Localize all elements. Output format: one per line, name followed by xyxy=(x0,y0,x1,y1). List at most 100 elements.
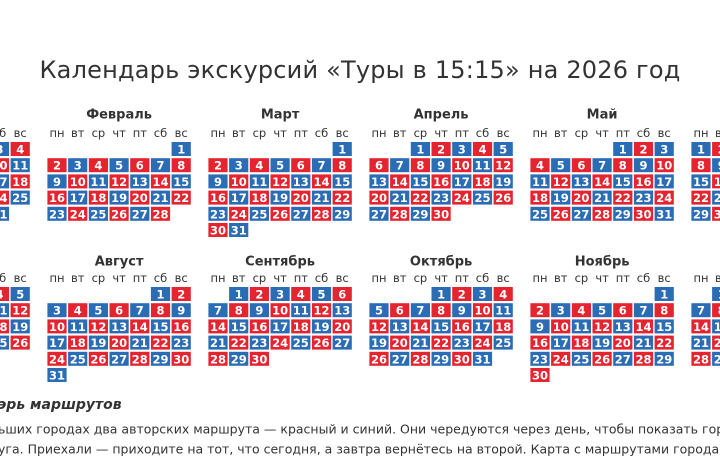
day-number: 30 xyxy=(635,207,651,221)
day-number: 26 xyxy=(111,207,127,221)
weekday-label: вт xyxy=(71,271,85,285)
day-number: 20 xyxy=(392,336,408,350)
day-number: 13 xyxy=(573,175,589,189)
day-cell xyxy=(712,351,720,366)
weekday-label: чт xyxy=(273,126,287,140)
day-cell xyxy=(571,351,591,366)
day-number: 28 xyxy=(392,207,408,221)
day-number: 28 xyxy=(313,207,329,221)
day-cell xyxy=(130,319,150,334)
day-cell xyxy=(390,319,410,334)
day-cell xyxy=(150,303,171,318)
day-cell xyxy=(311,335,332,350)
day-number: 12 xyxy=(371,320,387,334)
day-number: 22 xyxy=(152,336,168,350)
day-number: 19 xyxy=(90,336,106,350)
day-number: 27 xyxy=(293,207,309,221)
day-cell xyxy=(410,158,430,173)
day-cell xyxy=(691,351,711,366)
day-number: 1 xyxy=(177,143,185,157)
day-cell xyxy=(654,206,674,221)
day-cell xyxy=(712,142,720,156)
day-number: 29 xyxy=(714,352,720,366)
day-number: 16 xyxy=(454,320,470,334)
day-number: 28 xyxy=(594,207,610,221)
day-cell xyxy=(171,335,191,350)
day-number: 9 xyxy=(458,304,466,318)
day-number: 25 xyxy=(90,207,106,221)
day-cell xyxy=(493,335,513,350)
day-cell xyxy=(109,158,129,173)
day-number: 17 xyxy=(656,175,672,189)
day-number: 26 xyxy=(495,191,511,205)
day-number: 25 xyxy=(573,352,589,366)
day-cell xyxy=(613,335,633,350)
weekday-label: сб xyxy=(154,271,167,285)
day-number: 29 xyxy=(433,352,449,366)
day-cell xyxy=(229,319,249,334)
day-cell xyxy=(171,287,191,301)
day-cell xyxy=(0,335,10,350)
day-cell xyxy=(0,158,10,173)
day-cell xyxy=(171,174,191,189)
day-number: 24 xyxy=(656,191,672,205)
day-cell xyxy=(712,158,720,173)
day-cell xyxy=(130,158,150,173)
day-number: 9 xyxy=(718,159,720,173)
day-cell xyxy=(311,158,332,173)
weekday-label: вс xyxy=(336,126,349,140)
day-number: 25 xyxy=(495,336,511,350)
day-number: 26 xyxy=(12,336,28,350)
day-number: 17 xyxy=(0,175,8,189)
day-cell xyxy=(691,335,711,350)
day-cell xyxy=(291,335,311,350)
day-number: 11 xyxy=(0,304,8,318)
day-number: 5 xyxy=(115,159,123,173)
day-number: 20 xyxy=(293,191,309,205)
day-cell xyxy=(712,319,720,334)
day-number: 3 xyxy=(235,159,243,173)
day-cell xyxy=(452,351,472,366)
day-cell xyxy=(171,158,191,173)
day-cell xyxy=(208,223,228,237)
weekday-label: вт xyxy=(232,271,246,285)
day-number: 18 xyxy=(12,175,28,189)
day-cell xyxy=(229,158,249,173)
day-cell xyxy=(150,319,171,334)
day-cell xyxy=(571,319,591,334)
day-number: 14 xyxy=(392,175,408,189)
day-cell xyxy=(109,335,129,350)
day-cell xyxy=(10,158,30,173)
day-cell xyxy=(68,158,88,173)
day-number: 18 xyxy=(495,320,511,334)
day-number: 6 xyxy=(396,304,404,318)
weekday-label: пн xyxy=(210,126,225,140)
day-number: 8 xyxy=(416,159,424,173)
day-number: 22 xyxy=(693,191,709,205)
day-cell xyxy=(712,287,720,301)
day-cell xyxy=(109,319,129,334)
day-cell xyxy=(390,351,410,366)
day-number: 7 xyxy=(136,304,144,318)
day-number: 31 xyxy=(656,207,672,221)
day-number: 5 xyxy=(499,143,507,157)
day-number: 27 xyxy=(615,352,631,366)
day-cell xyxy=(47,368,67,382)
day-cell xyxy=(270,206,290,221)
day-number: 7 xyxy=(639,304,647,318)
day-number: 26 xyxy=(272,207,288,221)
day-cell xyxy=(47,351,67,366)
day-cell xyxy=(472,174,493,189)
day-number: 22 xyxy=(231,336,247,350)
weekday-label: вт xyxy=(232,126,246,140)
day-cell xyxy=(613,206,633,221)
day-number: 2 xyxy=(177,288,185,302)
day-number: 3 xyxy=(478,288,486,302)
day-number: 11 xyxy=(532,175,548,189)
day-cell xyxy=(68,206,88,221)
weekday-label: пн xyxy=(532,126,547,140)
day-number: 19 xyxy=(594,336,610,350)
day-number: 30 xyxy=(251,352,267,366)
day-number: 27 xyxy=(334,336,350,350)
day-cell xyxy=(47,303,67,318)
